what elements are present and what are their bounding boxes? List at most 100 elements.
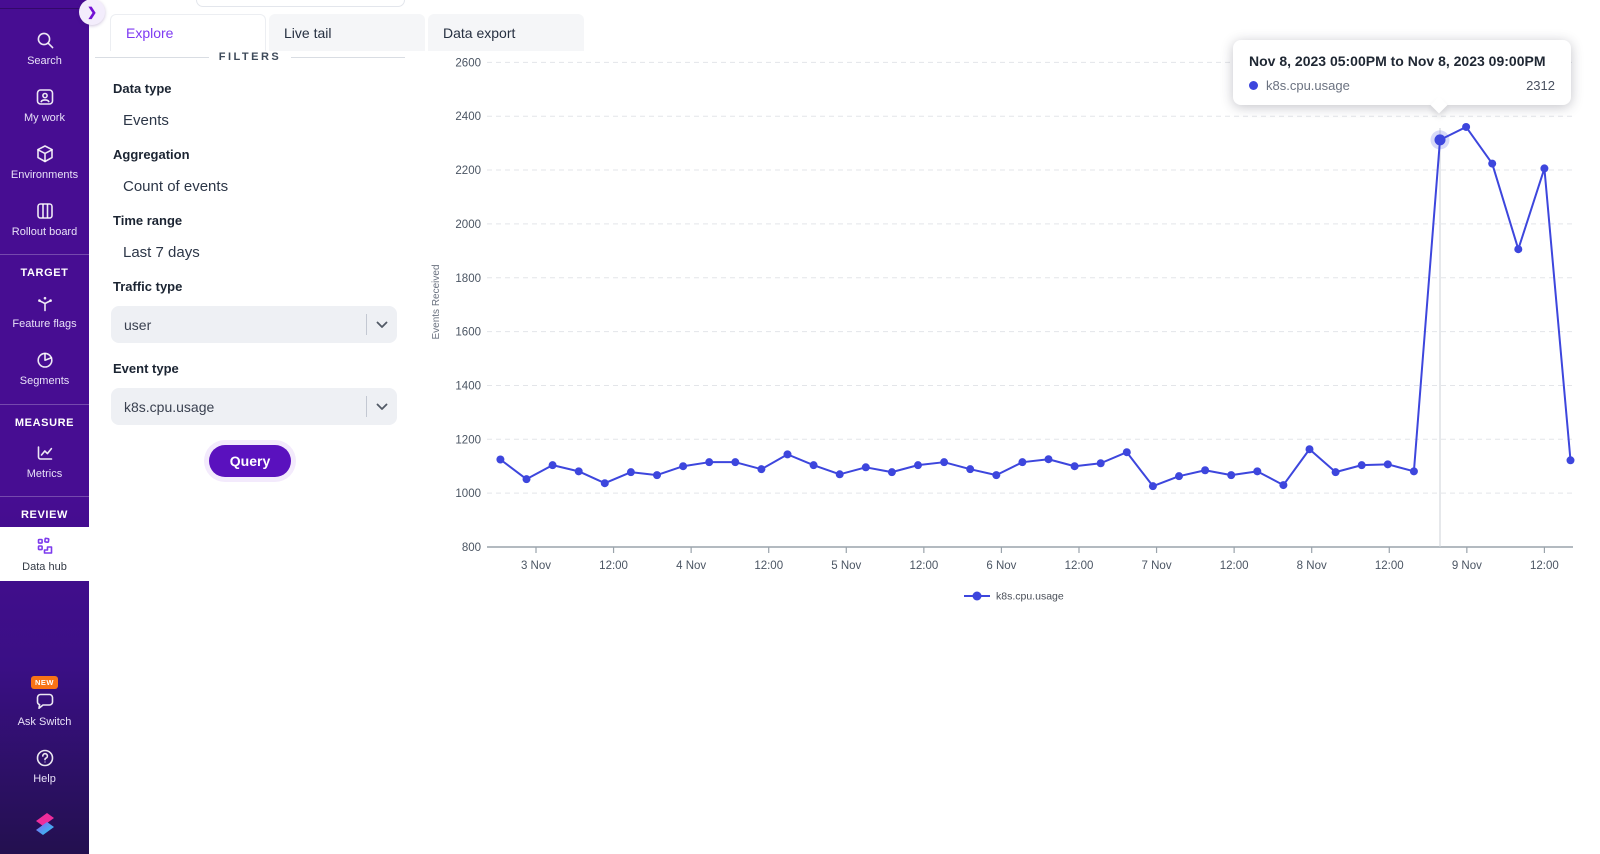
- legend-dot-icon: [972, 591, 982, 601]
- top-cutoff-panel: [196, 0, 405, 7]
- data-point[interactable]: [1540, 164, 1549, 173]
- data-point[interactable]: [653, 471, 661, 480]
- data-point[interactable]: [914, 461, 922, 470]
- sidebar: Search My work Environments Rollout boar…: [0, 0, 89, 854]
- chevron-right-icon: ❯: [86, 5, 98, 19]
- sidebar-section-measure: MEASURE: [14, 416, 75, 429]
- x-tick-label: 12:00: [909, 560, 938, 572]
- y-tick-label: 1400: [455, 380, 481, 392]
- data-point[interactable]: [1096, 459, 1105, 468]
- data-point[interactable]: [1383, 460, 1392, 469]
- time-range-label: Time range: [113, 213, 183, 228]
- x-tick-label: 12:00: [1375, 560, 1404, 572]
- tooltip-series-row: k8s.cpu.usage 2312: [1249, 78, 1555, 93]
- time-range-value: Last 7 days: [123, 244, 200, 261]
- sidebar-item-environments[interactable]: Environments: [0, 136, 89, 188]
- legend-label[interactable]: k8s.cpu.usage: [996, 591, 1064, 603]
- sidebar-item-label: Help: [33, 772, 56, 785]
- traffic-type-selected-value: user: [124, 316, 152, 333]
- y-tick-label: 2000: [455, 219, 481, 231]
- data-hub-icon: [37, 537, 52, 554]
- data-point[interactable]: [1409, 467, 1418, 476]
- data-point[interactable]: [1305, 445, 1314, 454]
- sidebar-expand-button[interactable]: ❯: [79, 0, 105, 25]
- data-point[interactable]: [1566, 456, 1575, 465]
- data-type-value: Events: [123, 112, 169, 129]
- data-point[interactable]: [1462, 122, 1471, 131]
- kanban-columns-icon: [36, 203, 53, 220]
- data-point[interactable]: [783, 450, 792, 459]
- sidebar-divider: [0, 495, 89, 497]
- sidebar-section-target: TARGET: [20, 267, 69, 280]
- select-divider: [366, 396, 367, 417]
- hovered-point[interactable]: [1434, 134, 1446, 146]
- data-point[interactable]: [1514, 245, 1523, 254]
- tab-bar: Explore Live tail Data export: [110, 14, 584, 51]
- data-point[interactable]: [835, 470, 844, 479]
- sidebar-item-feature-flags[interactable]: Feature flags: [0, 285, 89, 337]
- data-point[interactable]: [757, 465, 766, 474]
- data-point[interactable]: [861, 463, 870, 472]
- data-point[interactable]: [1175, 472, 1183, 481]
- y-tick-label: 1600: [455, 327, 481, 339]
- filters-heading: FILTERS: [95, 51, 405, 63]
- sidebar-item-data-hub[interactable]: Data hub: [0, 526, 89, 581]
- tooltip-series-value: 2312: [1526, 78, 1555, 93]
- sidebar-item-ask-switch[interactable]: NEW Ask Switch: [0, 669, 89, 735]
- data-point[interactable]: [940, 458, 949, 467]
- sidebar-item-my-work[interactable]: My work: [0, 79, 89, 131]
- data-point[interactable]: [731, 458, 740, 467]
- line-chart-icon: [37, 445, 52, 460]
- data-point[interactable]: [1227, 471, 1236, 480]
- switch-logo[interactable]: [0, 792, 89, 854]
- data-point[interactable]: [992, 471, 1001, 480]
- tab-explore[interactable]: Explore: [110, 14, 266, 51]
- data-point[interactable]: [887, 468, 896, 477]
- y-tick-label: 2200: [455, 165, 481, 177]
- data-point[interactable]: [1253, 467, 1262, 476]
- data-point[interactable]: [1044, 455, 1053, 464]
- tab-live-tail[interactable]: Live tail: [269, 14, 425, 51]
- data-point[interactable]: [809, 461, 818, 470]
- query-button[interactable]: Query: [208, 445, 292, 477]
- tab-data-export[interactable]: Data export: [428, 14, 584, 51]
- data-point[interactable]: [1122, 448, 1131, 457]
- cube-icon: [36, 145, 53, 163]
- filters-heading-label: FILTERS: [218, 51, 282, 63]
- data-point[interactable]: [626, 468, 635, 477]
- sidebar-top-divider: [0, 8, 80, 9]
- data-point[interactable]: [574, 467, 583, 476]
- traffic-type-select[interactable]: user: [111, 306, 397, 343]
- sidebar-item-metrics[interactable]: Metrics: [0, 435, 89, 487]
- data-point[interactable]: [679, 462, 688, 471]
- y-tick-label: 2400: [455, 111, 481, 123]
- sidebar-item-segments[interactable]: Segments: [0, 342, 89, 394]
- events-chart-svg[interactable]: 800 1000 1200 1400 1600 1800 2000 2200 2400 2600 E…: [425, 0, 1585, 640]
- sidebar-item-rollout-board[interactable]: Rollout board: [0, 193, 89, 245]
- data-point[interactable]: [1331, 468, 1340, 477]
- sidebar-item-label: Data hub: [22, 560, 67, 573]
- x-tick-label: 5 Nov: [831, 560, 861, 572]
- data-point[interactable]: [1357, 461, 1366, 470]
- events-chart[interactable]: 800 1000 1200 1400 1600 1800 2000 2200 2400 2600 E…: [425, 0, 1585, 640]
- data-point[interactable]: [1070, 462, 1079, 471]
- data-point[interactable]: [1488, 159, 1497, 168]
- x-tick-label: 12:00: [754, 560, 783, 572]
- x-tick-label: 9 Nov: [1452, 560, 1482, 572]
- data-point[interactable]: [522, 475, 531, 484]
- data-point[interactable]: [600, 479, 609, 488]
- data-point[interactable]: [966, 465, 975, 474]
- sidebar-item-search[interactable]: Search: [0, 22, 89, 74]
- event-type-select[interactable]: k8s.cpu.usage: [111, 388, 397, 425]
- data-point[interactable]: [1201, 466, 1210, 475]
- sidebar-item-label: Feature flags: [12, 318, 77, 331]
- new-badge: NEW: [31, 675, 58, 689]
- data-point[interactable]: [1279, 481, 1288, 490]
- data-point[interactable]: [548, 461, 557, 470]
- sidebar-item-help[interactable]: Help: [0, 740, 89, 792]
- data-point[interactable]: [1018, 458, 1027, 467]
- data-point[interactable]: [496, 455, 505, 464]
- sidebar-spacer: [0, 581, 89, 669]
- data-point[interactable]: [1148, 482, 1157, 491]
- data-point[interactable]: [705, 458, 714, 467]
